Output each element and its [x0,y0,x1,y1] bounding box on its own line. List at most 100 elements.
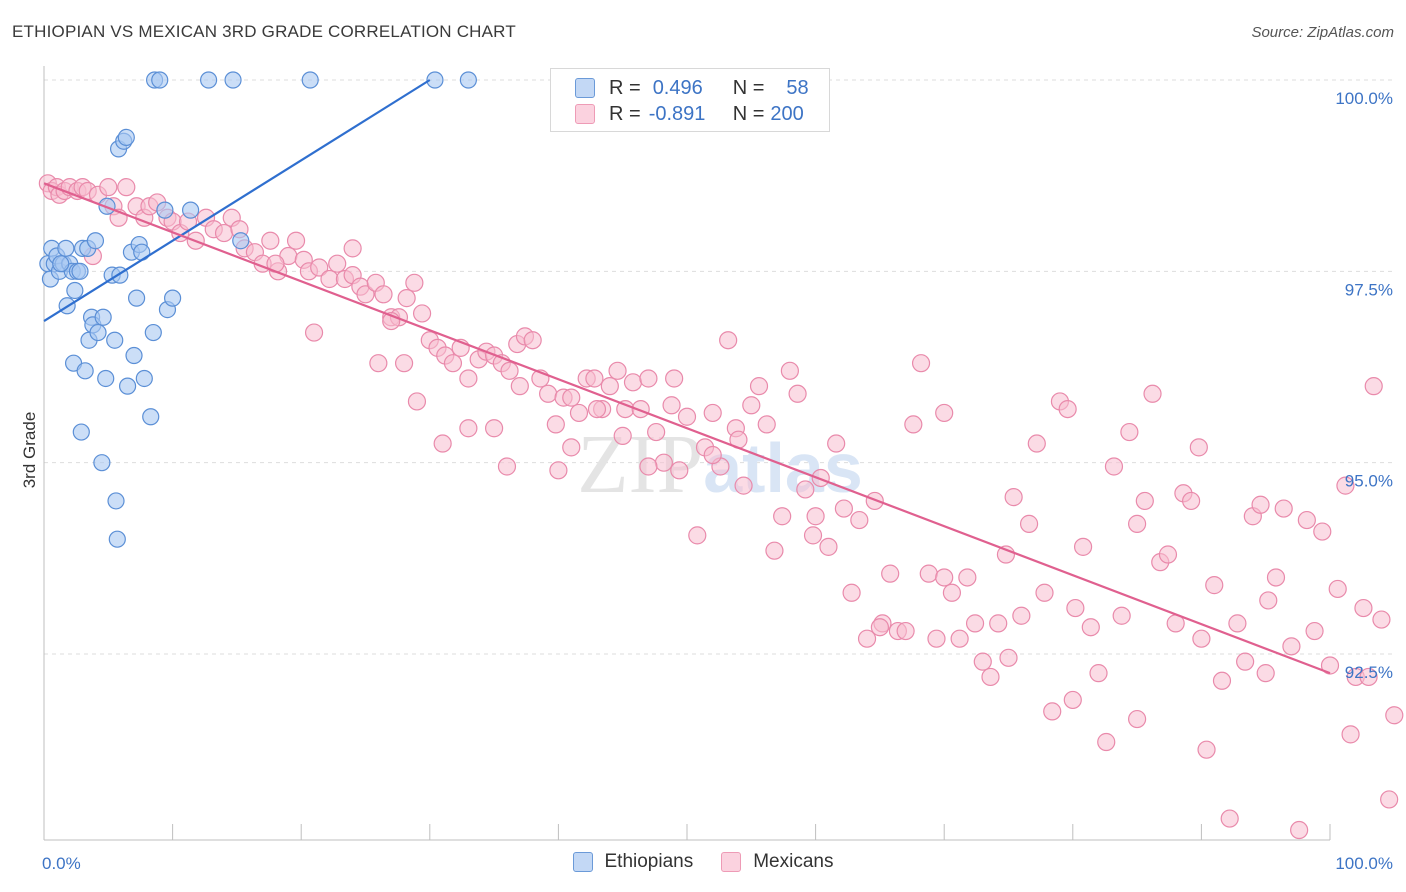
mexicans-point [1066,598,1085,618]
mexicans-point [1143,384,1162,403]
mexicans-point [796,480,815,499]
mexicans-point [407,392,427,411]
r-label: R = [609,76,641,99]
mexicans-point [510,377,529,396]
mexicans-point [485,419,504,438]
ethiopians-swatch [575,78,595,98]
mexicans-point [1027,434,1046,453]
mexicans-point [1158,545,1178,564]
ethiopians-point [76,362,94,380]
mexicans-trendline [43,182,1331,675]
x-tick-label: 100.0% [1335,854,1393,873]
ethiopians-point [135,369,153,388]
mexicans-point [1341,725,1360,744]
ethiopians-point [106,331,124,349]
mexicans-point [1328,579,1347,599]
mexicans-point [286,231,306,250]
mexicans-point [1192,629,1211,648]
mexicans-point [865,491,884,511]
mexicans-point [1058,399,1077,419]
source-credit: Source: ZipAtlas.com [1251,24,1394,41]
y-tick-label: 100.0% [1335,89,1393,108]
ethiopians-point [97,369,115,388]
mexicans-point [935,403,954,423]
mexicans-point [719,331,738,350]
mexicans-point [927,629,946,648]
mexicans-point [1019,514,1039,533]
mexicans-point [806,507,825,526]
mexicans-point [1012,606,1031,625]
mexicans-point [497,457,517,476]
n-label: N = [732,102,765,125]
ethiopians-point [151,71,169,89]
ethiopians-point [86,232,105,250]
ethiopians-point [156,201,174,219]
mexicans-point [665,369,684,388]
grid-lines [44,79,1396,655]
mexicans-point [842,583,861,602]
legend-label: Mexicans [753,851,834,872]
ethiopians-point [125,346,143,365]
ethiopians-point [66,281,84,300]
mexicans-point [904,415,923,434]
legend-row-mexicans: R = -0.891 N = 200 [575,101,804,127]
mexicans-point [662,396,681,415]
mexicans-point [328,254,347,273]
mexicans-point [397,289,416,308]
legend-item-ethiopians[interactable]: Ethiopians [572,851,693,873]
mexicans-point [870,618,890,637]
ethiopians-point [108,530,126,548]
mexicans-point [850,510,869,530]
mexicans-point [500,361,519,380]
ethiopians-point [459,71,477,89]
mexicans-point [613,426,632,445]
mexicans-point [1305,621,1324,641]
mexicans-point [1127,709,1147,729]
mexicans-point [1189,438,1208,457]
mexicans-point [1220,809,1239,828]
ethiopians-point [117,128,135,146]
mexicans-point [562,438,581,457]
mexicans-point [343,239,362,258]
ethiopians-point [72,423,90,441]
mexicans-point [1004,488,1023,507]
mexicans-point [677,407,697,426]
mexicans-point [623,373,643,392]
mexicans-point [1043,702,1062,721]
ethiopians-point [52,255,70,273]
mexicans-point [214,223,234,243]
mexicans-point [546,415,565,434]
mexicans-point [1320,656,1340,675]
mexicans-point [1097,732,1116,752]
mexicans-point [459,419,478,438]
mexicans-point [1063,690,1082,710]
mexicans-point [117,178,136,197]
mexicans-point [1127,514,1147,533]
ethiopians-point [144,323,162,342]
ethiopians-point [71,262,89,280]
mexicans-point [405,273,424,292]
ethiopians-point [118,377,137,395]
mexicans-point [965,614,985,633]
tick-labels: 92.5% 95.0% 97.5% 100.0% 0.0% 100.0% [42,89,1393,873]
n-value: 58 [786,76,809,99]
mexicans-points [38,174,1404,840]
ethiopians-point [164,289,182,307]
mexicans-point [261,231,280,250]
mexicans-point [549,461,568,480]
mexicans-point [1266,568,1286,587]
mexicans-point [1385,706,1404,725]
mexicans-point [881,564,900,583]
mexicans-point [788,384,807,403]
n-value: 200 [770,102,804,125]
mexicans-point [780,361,799,380]
y-axis-label: 3rd Grade [20,411,39,489]
mexicans-point [827,434,846,453]
mexicans-point [639,369,658,388]
mexicans-point [587,399,607,419]
mexicans-point [369,354,388,373]
legend-item-mexicans[interactable]: Mexicans [721,851,833,873]
mexicans-point [569,403,589,423]
mexicans-point [1274,499,1293,518]
